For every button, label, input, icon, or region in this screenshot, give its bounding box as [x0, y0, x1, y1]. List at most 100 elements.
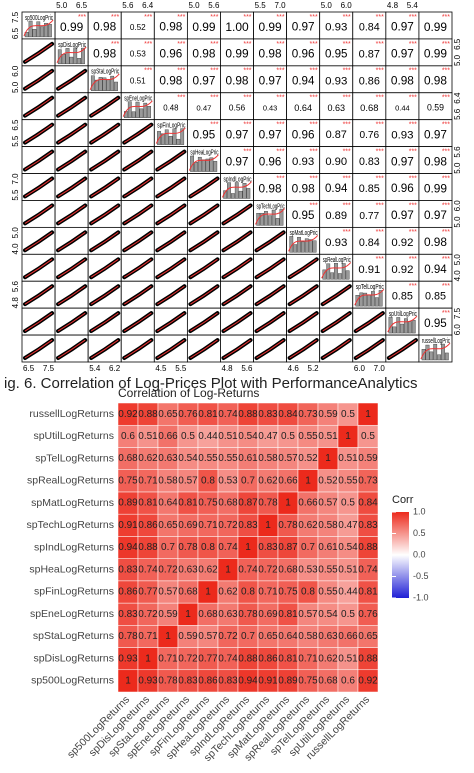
histogram-bar	[400, 323, 405, 334]
cell-label: 0.92	[358, 676, 378, 687]
legend-title: Corr	[392, 494, 414, 506]
cell-label: 0.92	[118, 409, 138, 420]
panel	[186, 92, 221, 121]
histogram-bar	[102, 77, 107, 91]
correlation-label: 0.89	[325, 210, 347, 222]
correlation-label: 0.56	[229, 103, 246, 113]
density-curve	[188, 154, 219, 171]
cell-label: 0.75	[118, 475, 138, 486]
significance-stars: ***	[78, 14, 86, 21]
axis-tick-label: 6.4	[142, 1, 154, 10]
significance-stars: ***	[409, 41, 417, 48]
cell-label: 1	[285, 498, 291, 509]
variable-label: spMatLogPric	[290, 230, 318, 237]
histogram-bar	[172, 128, 177, 145]
cell-label: 0.51	[338, 453, 358, 464]
smooth-line	[289, 258, 317, 278]
correlation-label: 0.52	[130, 23, 146, 32]
panel	[352, 173, 387, 201]
smooth-line	[123, 258, 152, 278]
smooth-line	[322, 312, 351, 332]
variable-label: spFinLogPric	[157, 123, 185, 130]
cell-label: 0.55	[338, 475, 358, 486]
cell-label: 0.71	[158, 653, 178, 664]
cell-label: 0.81	[358, 587, 378, 598]
cell-label: 0.71	[298, 653, 318, 664]
y-tick-label: spUtilLogReturns	[33, 430, 114, 442]
panel	[319, 92, 354, 121]
cell-label: 1	[245, 542, 251, 553]
correlation-label: 0.98	[424, 74, 447, 88]
cell-label: 0.66	[338, 631, 358, 642]
significance-stars: ***	[442, 229, 450, 236]
colorbar-tick-label: -0.5	[413, 571, 429, 581]
smooth-line	[24, 285, 53, 305]
significance-stars: ***	[243, 68, 251, 75]
panel	[418, 38, 453, 67]
cell-label: 0.88	[238, 409, 258, 420]
panel	[186, 119, 221, 148]
significance-stars: ***	[409, 229, 417, 236]
cell-label: 0.5	[341, 498, 355, 509]
smooth-line	[57, 178, 86, 197]
smooth-line	[157, 258, 185, 278]
axis-tick-label: 7.0	[274, 1, 286, 10]
correlation-label: 0.95	[325, 48, 348, 61]
cell-label: 0.74	[238, 564, 258, 575]
significance-stars: ***	[376, 148, 384, 155]
panel	[418, 65, 453, 94]
histogram-bar	[330, 272, 334, 280]
significance-stars: ***	[210, 95, 218, 102]
cell-label: 0.6	[341, 676, 355, 687]
smooth-line	[24, 97, 53, 117]
panel	[286, 119, 321, 148]
panel	[253, 11, 288, 40]
caption: ig. 6. Correlation of Log-Prices Plot wi…	[4, 375, 418, 392]
axis-tick-label: 7.5	[453, 307, 462, 319]
histogram-bar	[197, 156, 202, 172]
smooth-line	[90, 205, 119, 224]
significance-stars: ***	[442, 41, 450, 48]
correlation-label: 0.86	[359, 75, 380, 87]
correlation-label: 0.96	[391, 182, 414, 195]
histogram-bar	[180, 128, 185, 145]
significance-stars: ***	[243, 148, 251, 155]
axis-tick-label: 7.0	[11, 173, 20, 185]
smooth-line	[57, 151, 86, 170]
correlation-label: 0.87	[359, 48, 380, 60]
correlation-label: 0.99	[424, 47, 448, 61]
smooth-line	[57, 285, 86, 305]
smooth-line	[190, 178, 218, 197]
significance-stars: ***	[376, 95, 384, 102]
cell-label: 0.59	[318, 409, 338, 420]
smooth-line	[90, 97, 119, 117]
histogram-bar	[238, 190, 243, 199]
histogram-bar	[201, 159, 206, 172]
axis-tick-label: 5.6	[453, 146, 462, 158]
cell-label: 0.81	[278, 653, 298, 664]
histogram-bar	[131, 111, 136, 118]
cell-label: 0.6	[121, 431, 135, 442]
smooth-line	[190, 258, 218, 278]
smooth-line	[355, 312, 384, 332]
significance-stars: ***	[276, 175, 284, 182]
cell-label: 0.53	[218, 475, 238, 486]
smooth-line	[223, 339, 251, 359]
smooth-line	[123, 285, 152, 305]
correlation-label: 0.97	[259, 128, 282, 141]
cell-label: 0.88	[138, 542, 158, 553]
significance-stars: ***	[177, 95, 185, 102]
correlation-label: 0.97	[391, 48, 414, 61]
histogram-bar	[143, 102, 148, 118]
cell-label: 0.53	[298, 564, 318, 575]
cell-label: 0.83	[218, 676, 238, 687]
cell-label: 0.54	[338, 542, 358, 553]
histogram-bar	[114, 81, 118, 91]
cell-label: 0.8	[241, 587, 255, 598]
axis-tick-label: 6.5	[11, 27, 20, 39]
histogram-bar	[65, 48, 70, 65]
cell-label: 0.94	[238, 676, 258, 687]
cell-label: 0.58	[318, 520, 338, 531]
significance-stars: ***	[210, 41, 218, 48]
significance-stars: ***	[343, 41, 351, 48]
